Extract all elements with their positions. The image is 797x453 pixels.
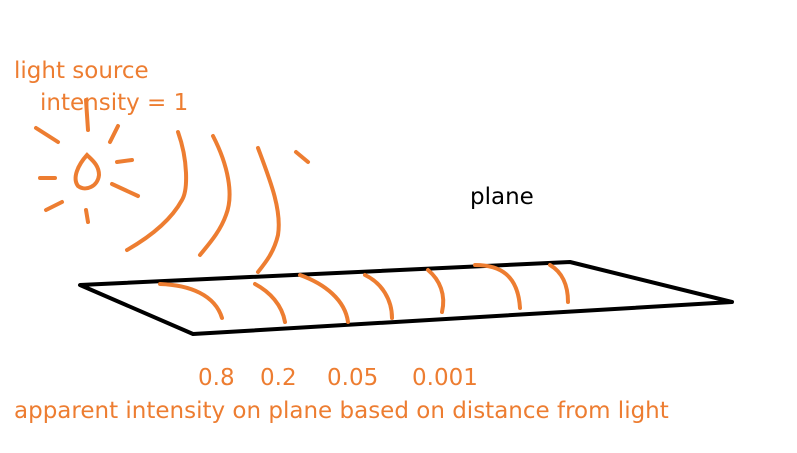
distance-label: 0.2	[260, 365, 297, 391]
distance-label: 0.8	[198, 365, 235, 391]
distance-label: 0.05	[327, 365, 378, 391]
caption: apparent intensity on plane based on dis…	[14, 398, 669, 424]
intensity-marks	[158, 263, 570, 324]
plane	[78, 260, 734, 336]
light-waves	[125, 130, 310, 274]
sun	[34, 98, 140, 224]
intensity-label: intensity = 1	[40, 90, 188, 116]
plane-label: plane	[470, 184, 534, 210]
distance-label: 0.001	[412, 365, 478, 391]
light-source-label: light source	[14, 58, 149, 84]
